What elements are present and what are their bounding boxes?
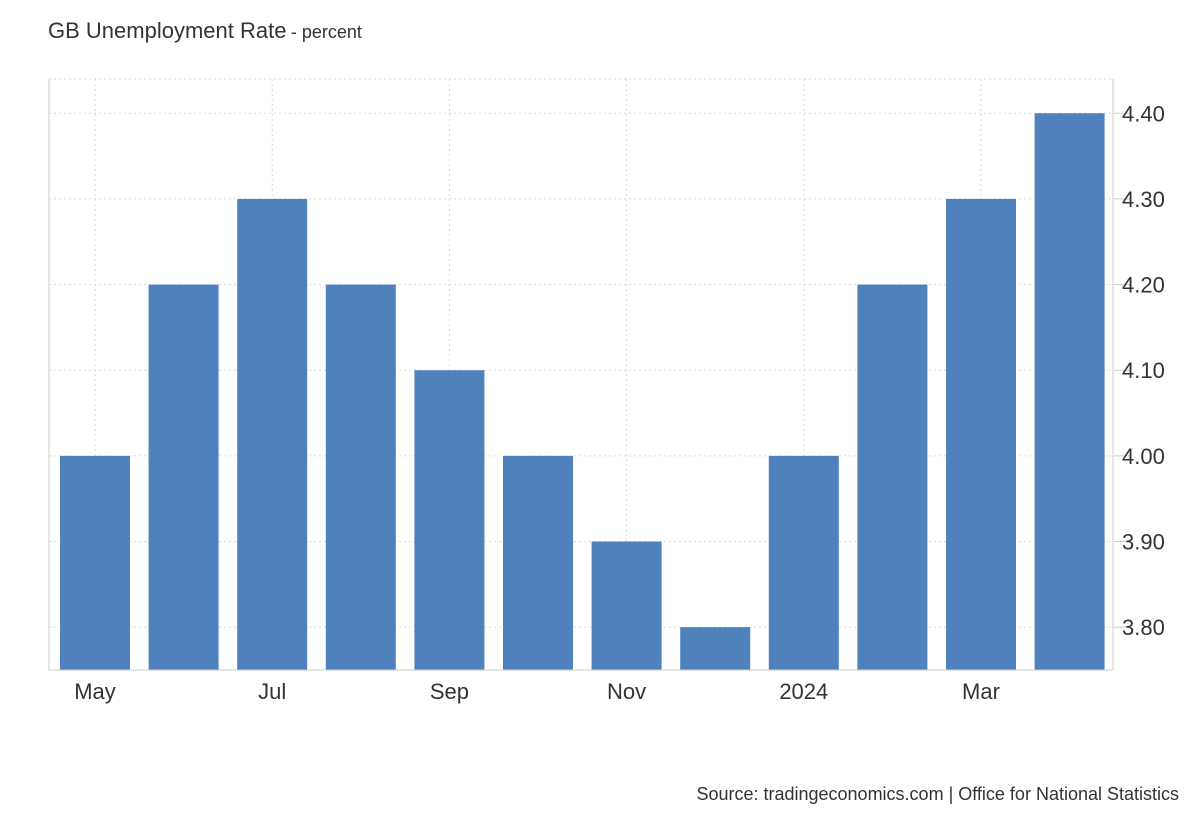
plot-frame: [48, 79, 1114, 671]
chart-title-block: GB Unemployment Rate - percent: [48, 18, 362, 44]
x-tick-label: 2024: [779, 679, 828, 704]
chart-title: GB Unemployment Rate: [48, 18, 287, 43]
x-tick-label: May: [74, 679, 116, 704]
y-tick-label: 4.30: [1122, 187, 1165, 212]
bar: [768, 455, 839, 670]
bar: [946, 198, 1016, 671]
bar: [237, 198, 308, 671]
y-tick-label: 4.20: [1122, 273, 1165, 298]
bar: [1034, 113, 1105, 671]
chart-unit-subtitle: - percent: [290, 22, 362, 42]
y-tick-label: 3.80: [1122, 615, 1165, 640]
y-tick-label: 4.40: [1122, 101, 1165, 126]
bar-chart: 3.80 3.90 4.00 4.10 4.20 4.30 4.40 May Jul Sep No…: [48, 78, 1165, 704]
bar: [148, 284, 219, 670]
bar: [325, 284, 396, 670]
bar: [857, 284, 928, 670]
bar: [680, 627, 751, 670]
bar: [591, 541, 662, 670]
y-tick-label: 3.90: [1122, 530, 1165, 555]
x-tick-label: Sep: [430, 679, 469, 704]
x-tick-label: Nov: [607, 679, 646, 704]
x-tick-label: Jul: [258, 679, 286, 704]
bar: [60, 455, 130, 670]
x-tick-label: Mar: [962, 679, 1000, 704]
bars-group: [60, 113, 1105, 671]
y-axis-ticks: 3.80 3.90 4.00 4.10 4.20 4.30 4.40: [1113, 101, 1165, 640]
bar: [414, 370, 485, 670]
y-tick-label: 4.00: [1122, 444, 1165, 469]
x-axis-ticks: May Jul Sep Nov 2024 Mar: [74, 679, 1000, 704]
y-tick-label: 4.10: [1122, 358, 1165, 383]
bar: [503, 455, 573, 670]
source-note: Source: tradingeconomics.com | Office fo…: [696, 784, 1179, 804]
